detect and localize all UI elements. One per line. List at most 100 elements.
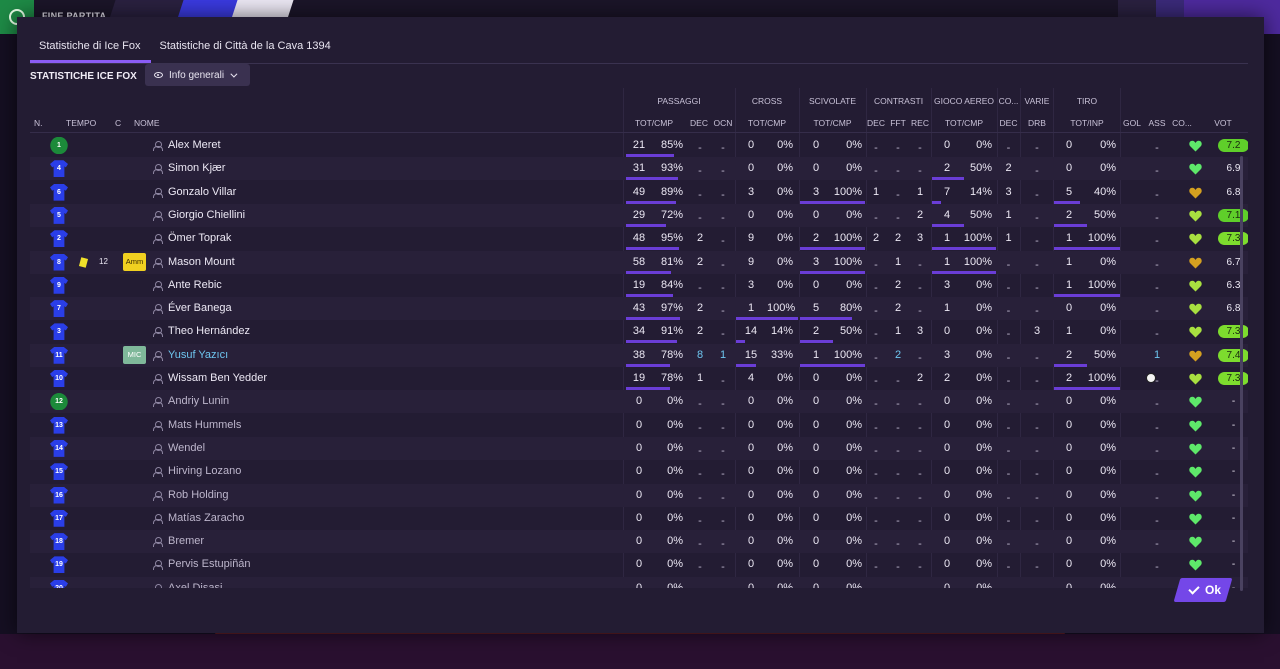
tab-away-stats[interactable]: Statistiche di Città de la Cava 1394 (159, 40, 331, 52)
table-row[interactable]: 10 Wissam Ben Yedder 19 78% 1-4 0% 0 0% - -2 2 0% - -… (30, 367, 1248, 390)
stat-c-pct: 0% (777, 255, 793, 268)
table-row[interactable]: 17 Matías Zaracho 0 0% - -0 0% 0 0% - - -0 0% - -0 0% - - (30, 507, 1248, 530)
stat-a-pct: 14% (969, 185, 992, 198)
player-name-link[interactable]: Giorgio Chiellini (168, 208, 246, 221)
table-row[interactable]: 19 Pervis Estupiñán 0 0% - -0 0% 0 0% - - -0 0% - -0 0%… (30, 553, 1248, 576)
group-header-co: CO... (998, 96, 1019, 106)
table-row[interactable]: 7 Éver Banega 43 97% 2-1 100% 5 80% -2-1 0% - -0 0% -… (30, 297, 1248, 321)
shirt-icon (50, 276, 68, 294)
stat-c-tot: 0 (747, 535, 755, 548)
stat-ass: - (1155, 491, 1159, 504)
stat-t-tot: 0 (1065, 488, 1073, 501)
column-header-ass[interactable]: ASS (1148, 118, 1166, 128)
player-rating: 7.3 (1218, 372, 1248, 385)
player-name-link[interactable]: Pervis Estupiñán (168, 558, 251, 571)
stat-ct-fft: - (896, 165, 900, 178)
table-row[interactable]: 8 12 Amm Mason Mount 58 81% 2-9 0% 3 100% -1-1 100%… (30, 250, 1248, 274)
stat-p-tot: 58 (632, 255, 646, 268)
player-name-link[interactable]: Wendel (168, 441, 206, 454)
player-name-link[interactable]: Éver Banega (168, 302, 232, 315)
table-row[interactable]: 11 MIC Yusuf Yazıcı 38 78% 8 1 15 33% 1 100% -2-3 0%… (30, 343, 1248, 367)
column-header-vot[interactable]: VOT (1214, 118, 1232, 128)
table-row[interactable]: 16 Rob Holding 0 0% - -0 0% 0 0% - - -0 0% - -0 0% - - (30, 483, 1248, 507)
table-row[interactable]: 15 Hirving Lozano 0 0% - -0 0% 0 0% - - -0 0% - -0 0% - - (30, 460, 1248, 483)
view-dropdown[interactable]: Info generali (145, 64, 250, 86)
player-name-link[interactable]: Simon Kjær (168, 162, 226, 175)
player-name-link[interactable]: Ömer Toprak (168, 232, 232, 245)
table-scrollbar[interactable] (1240, 156, 1243, 591)
player-name-link[interactable]: Bremer (168, 535, 205, 548)
person-icon (153, 397, 163, 408)
column-header-tempo[interactable]: TEMPO (66, 118, 97, 128)
stat-co-dec: 1 (1005, 208, 1012, 221)
player-name-link[interactable]: Wissam Ben Yedder (168, 372, 268, 384)
column-header-cross-totcmp[interactable]: TOT/CMP (747, 118, 787, 128)
column-header-co-dec[interactable]: DEC (999, 118, 1018, 128)
stat-ass: - (1155, 165, 1159, 178)
person-icon (153, 490, 163, 501)
stat-c-tot: 0 (747, 208, 755, 221)
tab-home-stats[interactable]: Statistiche di Ice Fox (30, 37, 151, 63)
player-name-link[interactable]: Andriy Lunin (168, 395, 230, 408)
shirt-icon (50, 486, 68, 504)
stat-t-tot: 0 (1065, 139, 1073, 151)
person-icon (153, 420, 163, 431)
column-header-contr-rec[interactable]: REC (911, 118, 929, 128)
table-row[interactable]: 2 Ömer Toprak 48 95% 2 - 9 0% 2 100% 2 2 3 1 100% 1 - 1 10… (30, 227, 1248, 251)
table-row[interactable]: 14 Wendel 0 0% - -0 0% 0 0% - - -0 0% - -0 0% - - (30, 436, 1248, 460)
column-header-pass-totcmp[interactable]: TOT/CMP (634, 118, 674, 128)
column-header-sciv-totcmp[interactable]: TOT/CMP (813, 118, 852, 128)
player-name-link[interactable]: Rob Holding (168, 488, 229, 501)
column-header-n[interactable]: N. (34, 118, 43, 128)
column-header-nome[interactable]: NOME (134, 118, 160, 128)
column-header-pass-ocn[interactable]: OCN (713, 118, 733, 128)
column-header-c[interactable]: C (115, 118, 122, 128)
stat-ct-fft: - (896, 561, 900, 574)
player-name-link[interactable]: Alex Meret (168, 139, 221, 151)
table-row[interactable]: 4 Simon Kjær 31 93% - -0 0% 0 0% - - -2 50% 2-0 0% -6.9 (30, 157, 1248, 181)
stat-ass: - (1146, 580, 1168, 588)
player-name-link[interactable]: Ante Rebic (168, 278, 222, 291)
shirt-number: 10 (55, 375, 63, 382)
stat-c-tot: 0 (747, 418, 755, 431)
stat-ct-fft: 1 (894, 255, 902, 268)
column-header-contr-dec[interactable]: DEC (867, 118, 885, 128)
table-row[interactable]: 18 Bremer 0 0% - -0 0% 0 0% - - -0 0% - -0 0% - - (30, 530, 1248, 554)
table-row[interactable]: 6 Gonzalo Villar 49 89% - - 3 0% 3 100% 1 - 1 7 14% 3 - 5… (30, 181, 1248, 204)
stat-c-pct: 0% (777, 395, 793, 408)
column-header-tiro-totinp[interactable]: TOT/INP (1070, 118, 1104, 128)
player-name-link[interactable]: Mats Hummels (168, 418, 242, 431)
stat-s-pct: 0% (846, 465, 862, 478)
table-row[interactable]: 12 Andriy Lunin 0 0% - -0 0% 0 0% - - -0 0% - -0 0% - - (30, 390, 1248, 414)
column-header-contr-fft[interactable]: FFT (890, 118, 906, 128)
column-header-aereo-totcmp[interactable]: TOT/CMP (944, 118, 984, 128)
stat-p-dec: - (698, 421, 702, 434)
table-row[interactable]: 1 Alex Meret 21 85% - -0 0% 0 0% - - -0 0% - -0 0% -7.2 (30, 134, 1248, 157)
ok-button-label[interactable]: Ok (1188, 582, 1221, 597)
player-name-link[interactable]: Axel Disasi (168, 581, 223, 588)
stat-p-ocn: - (721, 281, 725, 294)
stat-p-ocn: - (721, 561, 725, 574)
player-name-link[interactable]: Matías Zaracho (168, 511, 245, 524)
table-row[interactable]: 13 Mats Hummels 0 0% - -0 0% 0 0% - - -0 0% - -0 0% - - (30, 414, 1248, 437)
stat-c-pct: 0% (777, 535, 793, 548)
player-name-link[interactable]: Theo Hernández (168, 325, 250, 338)
column-header-co2[interactable]: CO... (1172, 118, 1192, 128)
column-header-varie-drb[interactable]: DRB (1028, 118, 1046, 128)
table-row[interactable]: 3 Theo Hernández 34 91% 2-14 14% 2 50% -1 3 0 0% -3 1… (30, 320, 1248, 344)
column-divider (799, 88, 800, 588)
stat-s-tot: 1 (812, 348, 820, 361)
condition-heart-icon (1189, 397, 1202, 408)
column-header-gol[interactable]: GOL (1123, 118, 1141, 128)
player-name-link[interactable]: Yusuf Yazıcı (168, 348, 229, 361)
table-row[interactable]: 5 Giorgio Chiellini 29 72% - -0 0% 0 0% - -2 4 50% 1-… (30, 203, 1248, 227)
person-icon (153, 304, 163, 315)
player-name-link[interactable]: Mason Mount (168, 255, 235, 268)
stat-a-pct: 0% (976, 372, 992, 384)
table-row[interactable]: 9 Ante Rebic 19 84% - -3 0% 0 0% -2-3 0% - -1 100% -6.… (30, 274, 1248, 297)
player-name-link[interactable]: Gonzalo Villar (168, 185, 237, 198)
player-name-link[interactable]: Hirving Lozano (168, 465, 242, 478)
column-header-pass-dec[interactable]: DEC (690, 118, 708, 128)
stat-c-tot: 14 (744, 325, 758, 338)
